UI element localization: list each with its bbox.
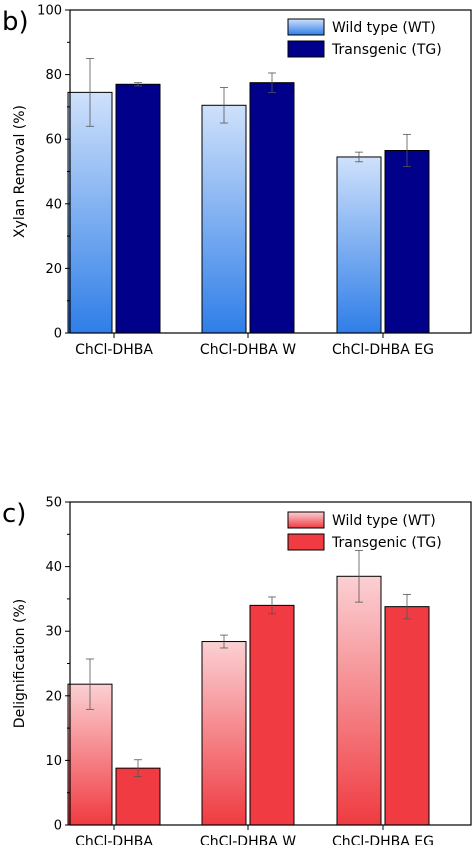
error-bar	[220, 634, 228, 649]
y-tick-label: 20	[45, 689, 62, 704]
bar-tg-2	[384, 606, 430, 826]
y-tick-label: 20	[45, 262, 62, 277]
error-bar	[134, 759, 142, 777]
bar-wt-2	[336, 156, 382, 334]
bar-wt-1	[201, 641, 247, 826]
y-tick-label: 10	[45, 754, 62, 769]
legend-swatch	[287, 18, 325, 36]
bar-tg-0	[115, 83, 161, 334]
legend-label: Wild type (WT)	[332, 513, 436, 529]
y-tick-label: 30	[45, 625, 62, 640]
error-bar	[403, 133, 411, 168]
error-bar	[403, 593, 411, 620]
y-tick-label: 60	[45, 133, 62, 148]
x-tick-label: ChCl-DHBA W	[200, 834, 296, 845]
legend-label: Transgenic (TG)	[331, 535, 442, 551]
error-bar	[220, 87, 228, 124]
panel-label: b)	[2, 7, 29, 37]
error-bar	[355, 151, 363, 163]
legend: Wild type (WT) Transgenic (TG)	[287, 18, 442, 58]
error-bar	[86, 658, 94, 710]
y-tick-label: 40	[45, 197, 62, 212]
y-axis-title: Delignification (%)	[12, 599, 28, 728]
legend: Wild type (WT) Transgenic (TG)	[287, 511, 442, 551]
xylan-removal-chart: b) 0 20 40 60 80 100 ChCl-DHBA ChCl-DHBA W ChCl-D…	[2, 4, 472, 358]
bar-wt-2	[336, 575, 382, 826]
bar-tg-2	[384, 150, 430, 334]
y-tick-label: 100	[37, 4, 62, 19]
legend-label: Transgenic (TG)	[331, 42, 442, 58]
error-bar	[86, 58, 94, 127]
y-tick-label: 40	[45, 560, 62, 575]
bar-wt-0	[67, 91, 113, 334]
x-tick-label: ChCl-DHBA EG	[332, 834, 434, 845]
legend-swatch	[287, 40, 325, 58]
y-tick-label: 50	[45, 496, 62, 511]
bar-tg-1	[249, 82, 295, 334]
error-bar	[355, 550, 363, 603]
bar-tg-1	[249, 604, 295, 826]
y-axis-title: Xylan Removal (%)	[12, 105, 28, 238]
legend-label: Wild type (WT)	[332, 20, 436, 36]
y-tick-label: 0	[54, 819, 62, 834]
legend-swatch	[287, 533, 325, 551]
bar-wt-1	[201, 104, 247, 334]
x-tick-label: ChCl-DHBA EG	[332, 342, 434, 358]
error-bar	[268, 596, 276, 615]
legend-swatch	[287, 511, 325, 529]
x-tick-label: ChCl-DHBA W	[200, 342, 296, 358]
y-tick-label: 80	[45, 68, 62, 83]
y-tick-label: 0	[54, 327, 62, 342]
panel-label: c)	[2, 499, 26, 529]
x-tick-label: ChCl-DHBA	[75, 342, 153, 358]
delignification-chart: c) 0 10 20 30 40 50 ChCl-DHBA ChCl-DHBA W ChCl-DH…	[2, 496, 472, 845]
error-bar	[134, 82, 142, 87]
error-bar	[268, 72, 276, 93]
x-tick-label: ChCl-DHBA	[75, 834, 153, 845]
